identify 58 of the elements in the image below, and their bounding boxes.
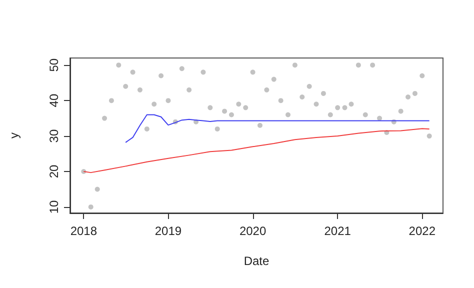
x-tick-label: 2018 bbox=[70, 224, 98, 238]
point bbox=[179, 66, 184, 72]
point bbox=[236, 102, 242, 107]
point bbox=[257, 122, 262, 128]
point bbox=[300, 94, 305, 100]
y-tick-label: 50 bbox=[47, 58, 61, 72]
point bbox=[166, 98, 171, 104]
x-axis-title: Date bbox=[244, 254, 270, 268]
point bbox=[342, 105, 348, 110]
y-axis-title: y bbox=[7, 132, 21, 138]
point bbox=[335, 105, 340, 110]
point bbox=[420, 73, 425, 78]
point bbox=[137, 87, 142, 92]
point bbox=[348, 102, 354, 107]
point bbox=[250, 70, 256, 75]
point bbox=[144, 126, 150, 132]
line-series bbox=[125, 114, 430, 143]
y-tick-label: 30 bbox=[47, 129, 61, 143]
point bbox=[88, 204, 94, 210]
point bbox=[243, 105, 248, 110]
x-tick-label: 2021 bbox=[324, 224, 352, 238]
point bbox=[264, 87, 270, 92]
point bbox=[208, 105, 213, 110]
point bbox=[123, 84, 128, 89]
point bbox=[152, 102, 157, 107]
point bbox=[228, 112, 234, 118]
point bbox=[306, 84, 312, 89]
point bbox=[377, 116, 382, 121]
point bbox=[108, 98, 114, 104]
point bbox=[362, 112, 368, 118]
point bbox=[314, 102, 319, 107]
point bbox=[406, 94, 411, 100]
y-tick-label: 20 bbox=[47, 164, 61, 178]
point bbox=[102, 116, 108, 121]
point bbox=[116, 62, 122, 68]
x-tick-label: 2022 bbox=[408, 224, 436, 238]
point bbox=[158, 73, 164, 78]
point bbox=[271, 76, 276, 82]
point bbox=[222, 108, 228, 114]
point bbox=[426, 134, 432, 139]
point bbox=[94, 186, 100, 192]
x-tick-label: 2019 bbox=[154, 224, 182, 238]
point bbox=[130, 70, 136, 75]
point bbox=[370, 62, 376, 68]
point bbox=[200, 70, 206, 75]
point bbox=[292, 62, 298, 68]
y-tick-label: 10 bbox=[47, 200, 61, 214]
point bbox=[320, 90, 326, 96]
point bbox=[398, 108, 404, 114]
point bbox=[186, 87, 192, 92]
point bbox=[412, 90, 418, 96]
point bbox=[214, 126, 220, 132]
y-tick-label: 40 bbox=[47, 94, 61, 108]
point bbox=[286, 112, 291, 118]
x-tick-label: 2020 bbox=[239, 224, 266, 238]
point bbox=[278, 98, 284, 104]
point bbox=[356, 62, 361, 68]
point bbox=[328, 112, 333, 118]
